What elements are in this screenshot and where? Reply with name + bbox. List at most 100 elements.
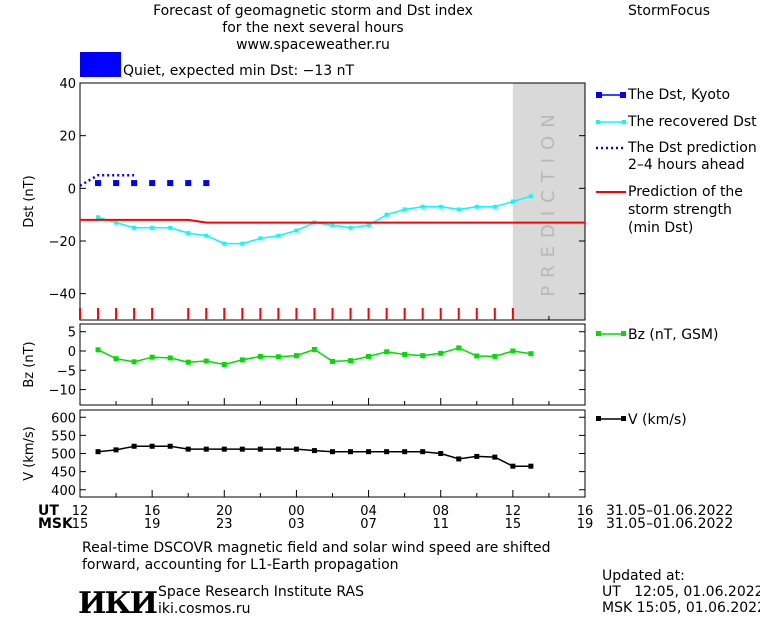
chart-title-line-1: Forecast of geomagnetic storm and Dst in…: [153, 3, 473, 19]
legend-v-marker-a: [596, 416, 601, 421]
msk-tick-label-0: 15: [72, 517, 89, 532]
kyoto-point-1: [113, 180, 120, 187]
recovered-dst-point-10: [276, 233, 281, 238]
speed-point-7: [221, 446, 227, 452]
bz-point-21: [474, 353, 480, 359]
legend-kyoto: The Dst, Kyoto: [628, 87, 731, 103]
msk-tick-label-2: 23: [216, 517, 233, 532]
speed-point-21: [474, 453, 480, 459]
ytick-label-1--5: −5: [57, 364, 76, 379]
recovered-dst-point-24: [528, 194, 533, 199]
panel-frame-0: [79, 82, 586, 321]
ut-tick-label-6: 12: [505, 504, 522, 519]
prediction-label: PREDICTION: [538, 106, 559, 296]
recovered-dst-point-3: [150, 225, 155, 230]
speed-point-19: [438, 451, 444, 456]
chart-title-url[interactable]: www.spaceweather.ru: [236, 37, 390, 53]
ut-tick-label-0: 12: [72, 504, 89, 519]
ytick-label-1-0: 0: [68, 345, 76, 360]
storm-strength-line: [80, 218, 585, 224]
legend-kyoto-marker-a: [596, 92, 602, 98]
brand-name: StormFocus: [628, 3, 711, 19]
msk-tick-label-7: 19: [577, 517, 594, 532]
ytick-label-2-500: 500: [51, 448, 76, 463]
institute-site[interactable]: iki.cosmos.ru: [158, 601, 251, 617]
legend-v-marker-b: [621, 416, 626, 421]
msk-tick-label-5: 11: [432, 517, 449, 532]
ut-tick-label-7: 16: [577, 504, 594, 519]
ytick-label-2-600: 600: [51, 411, 76, 426]
speed-point-20: [456, 456, 462, 462]
bz-point-18: [420, 353, 426, 359]
msk-date-range: 31.05–01.06.2022: [606, 516, 734, 532]
kyoto-point-3: [149, 180, 156, 187]
legend-strength-line-3: (min Dst): [628, 220, 694, 236]
legend-recovered-marker-b: [622, 120, 626, 124]
ut-tick-label-2: 20: [216, 504, 233, 519]
updated-ut: UT 12:05, 01.06.2022: [602, 584, 760, 600]
prediction-zone: [512, 83, 585, 320]
institute-name: Space Research Institute RAS: [158, 584, 364, 600]
bz-point-0: [95, 347, 101, 353]
speed-point-24: [528, 463, 534, 469]
ut-tick-label-3: 00: [288, 504, 305, 519]
bz-point-3: [149, 354, 155, 360]
speed-point-17: [402, 449, 408, 455]
recovered-dst-point-6: [204, 233, 209, 238]
recovered-dst-point-23: [510, 199, 515, 204]
recovered-dst-point-11: [294, 228, 299, 233]
bz-point-22: [492, 353, 498, 359]
legend-recovered-marker-a: [596, 120, 600, 124]
msk-tick-label-6: 15: [505, 517, 522, 532]
bz-point-7: [221, 362, 227, 367]
legend-kyoto-marker-b: [620, 92, 626, 98]
kyoto-point-4: [167, 180, 174, 187]
legend-prediction-line-2: 2–4 hours ahead: [628, 157, 745, 173]
speed-point-2: [131, 443, 137, 449]
recovered-dst-point-16: [384, 212, 389, 217]
kyoto-point-0: [95, 180, 102, 187]
bz-point-20: [456, 345, 462, 351]
ylabel-0: Dst (nT): [22, 175, 37, 227]
recovered-dst-point-13: [330, 223, 335, 228]
ytick-label-0--20: −20: [49, 235, 76, 250]
iki-logo: ИКИ: [78, 586, 158, 621]
footer-note-line-2: forward, accounting for L1-Earth propaga…: [82, 557, 399, 573]
recovered-dst-point-8: [240, 241, 245, 246]
bz-point-9: [257, 353, 263, 359]
speed-point-5: [185, 446, 191, 452]
msk-tick-label-3: 03: [288, 517, 305, 532]
speed-point-9: [257, 446, 263, 452]
bz-point-24: [528, 351, 534, 357]
speed-point-12: [311, 448, 317, 454]
status-swatch: [80, 52, 121, 77]
speed-point-3: [149, 443, 155, 449]
speed-point-14: [348, 449, 354, 455]
panel-frame-1: [79, 323, 586, 406]
speed-point-13: [330, 449, 335, 455]
recovered-dst-point-17: [402, 207, 407, 212]
recovered-dst-point-1: [114, 220, 119, 225]
bz-point-15: [366, 353, 372, 359]
updated-label: Updated at:: [602, 568, 685, 584]
ut-date-range: 31.05–01.06.2022: [606, 503, 734, 519]
bz-point-11: [293, 353, 299, 359]
kyoto-point-5: [185, 180, 192, 187]
bz-point-16: [384, 349, 390, 355]
speed-point-0: [95, 449, 101, 455]
dst-prediction-line: [79, 173, 135, 187]
legend-bz-marker-b: [621, 331, 626, 336]
legend-bz-marker-a: [596, 331, 601, 336]
ut-axis-label: UT: [38, 503, 59, 519]
bz-point-12: [311, 346, 317, 352]
legend-bz: Bz (nT, GSM): [628, 327, 719, 343]
updated-msk: MSK 15:05, 01.06.2022: [602, 600, 760, 616]
legend-recovered: The recovered Dst: [628, 114, 757, 130]
recovered-dst-point-7: [222, 241, 227, 246]
recovered-dst-point-0: [96, 215, 101, 220]
speed-point-8: [239, 446, 245, 452]
ut-tick-label-5: 08: [432, 504, 449, 519]
recovered-dst-point-19: [438, 204, 443, 209]
speed-point-1: [113, 447, 119, 453]
